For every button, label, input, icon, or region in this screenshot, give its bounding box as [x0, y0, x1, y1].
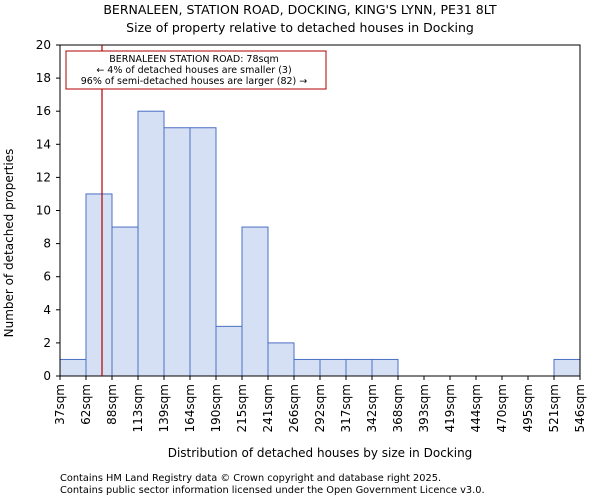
histogram-bar: [215, 325, 243, 377]
y-tick-label: 8: [43, 237, 51, 251]
annotation-line-3: 96% of semi-detached houses are larger (…: [81, 76, 308, 87]
histogram-bar: [111, 226, 139, 377]
histogram-bar: [241, 226, 269, 377]
annotation-frame: [65, 50, 327, 90]
histogram-bar: [345, 358, 373, 377]
y-tick-label: 10: [36, 204, 51, 218]
y-tick-label: 4: [43, 303, 51, 317]
y-tick-label: 18: [36, 71, 51, 85]
x-tick-label: 470sqm: [495, 384, 509, 432]
y-tick-label: 6: [43, 270, 51, 284]
histogram-bar: [553, 358, 581, 377]
x-tick-label: 521sqm: [547, 384, 561, 432]
histogram-bar: [267, 342, 295, 377]
x-tick-label: 495sqm: [521, 384, 535, 432]
y-tick-label: 12: [36, 170, 51, 184]
annotation-line-2: ← 4% of detached houses are smaller (3): [96, 65, 291, 76]
y-axis: 0 2 4 6 8 10 12 14 16 18 20: [36, 38, 60, 383]
y-tick-label: 16: [36, 104, 51, 118]
bars-layer: [59, 110, 581, 377]
histogram-bar: [59, 358, 87, 377]
histogram-bar: [371, 358, 399, 377]
y-tick-label: 2: [43, 336, 51, 350]
x-tick-label: 164sqm: [183, 384, 197, 432]
x-axis: 37sqm 62sqm 88sqm 113sqm 139sqm 164sqm 190sqm 2…: [53, 376, 587, 432]
x-tick-label: 62sqm: [79, 384, 93, 425]
x-tick-label: 444sqm: [469, 384, 483, 432]
y-tick-label: 20: [36, 38, 51, 52]
x-tick-label: 266sqm: [287, 384, 301, 432]
x-tick-label: 241sqm: [261, 384, 275, 432]
x-tick-label: 419sqm: [443, 384, 457, 432]
x-tick-label: 190sqm: [209, 384, 223, 432]
x-tick-label: 215sqm: [235, 384, 249, 432]
x-tick-label: 113sqm: [131, 384, 145, 432]
y-tick-label: 14: [36, 137, 51, 151]
histogram-bar: [189, 127, 217, 377]
annotation-box: BERNALEEN STATION ROAD: 78sqm ← 4% of de…: [65, 50, 327, 90]
x-tick-label: 342sqm: [365, 384, 379, 432]
histogram-bar: [85, 193, 113, 377]
x-tick-label: 368sqm: [391, 384, 405, 432]
footer-line-1: Contains HM Land Registry data © Crown c…: [60, 473, 441, 484]
footer-line-2: Contains public sector information licen…: [60, 485, 485, 496]
x-axis-label: Distribution of detached houses by size …: [168, 446, 473, 460]
x-tick-label: 546sqm: [573, 384, 587, 432]
x-tick-label: 139sqm: [157, 384, 171, 432]
histogram-bar: [293, 358, 321, 377]
x-tick-label: 88sqm: [105, 384, 119, 425]
chart-subtitle: Size of property relative to detached ho…: [126, 20, 474, 35]
histogram-bar: [163, 127, 191, 377]
plot-frame: [59, 44, 581, 377]
x-tick-label: 292sqm: [313, 384, 327, 432]
histogram-bar: [319, 358, 347, 377]
y-axis-label: Number of detached properties: [2, 149, 16, 338]
x-tick-label: 317sqm: [339, 384, 353, 432]
x-tick-label: 37sqm: [53, 384, 67, 425]
annotation-line-1: BERNALEEN STATION ROAD: 78sqm: [109, 54, 278, 65]
x-tick-label: 393sqm: [417, 384, 431, 432]
y-tick-label: 0: [43, 369, 51, 383]
histogram-bar: [137, 110, 165, 377]
chart-title: BERNALEEN, STATION ROAD, DOCKING, KING'S…: [103, 2, 497, 17]
